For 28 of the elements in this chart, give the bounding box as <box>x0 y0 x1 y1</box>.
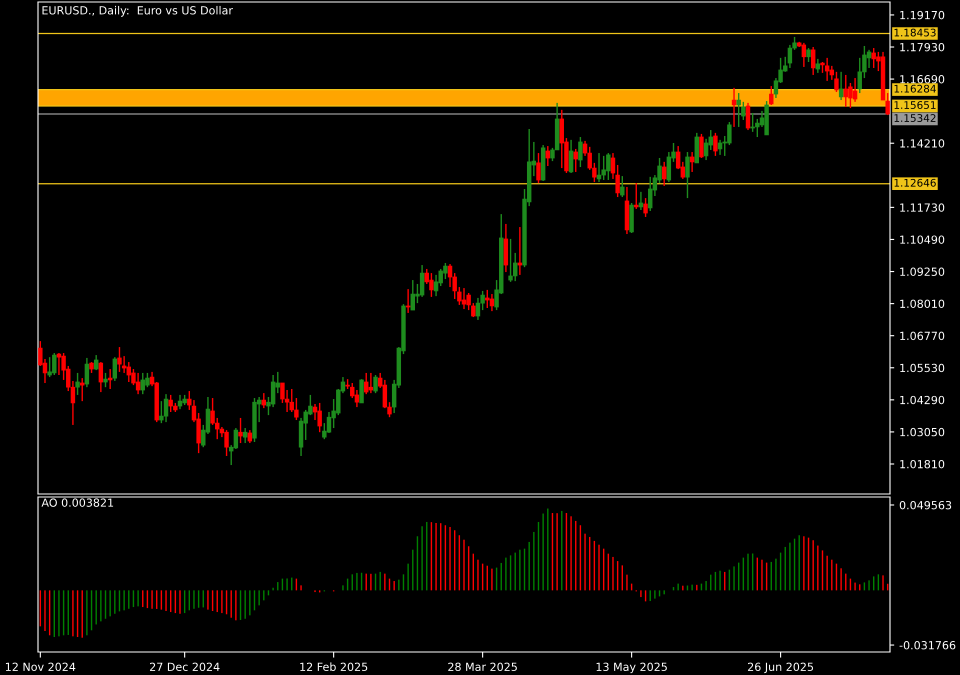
chart-title: EURUSD., Daily: Euro vs US Dollar <box>42 6 233 17</box>
y-tick-label: 1.04290 <box>900 396 944 404</box>
y-tick-label: 1.19170 <box>900 10 944 20</box>
x-tick-label: 13 May 2025 <box>596 662 667 674</box>
chart-title: AO 0.003821 <box>41 498 114 507</box>
x-tick-label: 27 Dec 2024 <box>150 662 220 672</box>
y-tick-label: 1.01810 <box>900 460 944 468</box>
ref-line-label: 1.15651 <box>894 101 936 109</box>
y-tick-label: 1.09250 <box>900 268 944 276</box>
x-tick-label: 12 Feb 2025 <box>300 662 368 672</box>
y-tick-label: 1.03050 <box>900 428 944 436</box>
y-tick-label: 1.06770 <box>900 332 944 340</box>
y-tick-label: 1.17930 <box>900 42 944 52</box>
ref-line-label: 1.12646 <box>894 178 936 187</box>
x-tick-label: 26 Jun 2025 <box>748 662 814 674</box>
y-tick-label: -0.031766 <box>900 641 956 650</box>
y-tick-label: 1.11730 <box>900 203 944 212</box>
x-tick-label: 28 Mar 2025 <box>448 662 517 672</box>
y-tick-label: 1.10490 <box>900 235 944 244</box>
y-tick-label: 1.05530 <box>900 364 944 372</box>
ref-line-label: 1.18453 <box>894 28 936 37</box>
x-tick-label: 12 Nov 2024 <box>6 662 76 672</box>
ref-line-label: 1.15342 <box>894 114 936 122</box>
y-tick-label: 1.14210 <box>900 139 944 148</box>
y-tick-label: 0.049563 <box>900 500 952 510</box>
ref-line-label: 1.16284 <box>894 84 936 93</box>
y-tick-label: 1.08010 <box>900 300 944 308</box>
y-tick-label: 1.16690 <box>900 75 944 84</box>
